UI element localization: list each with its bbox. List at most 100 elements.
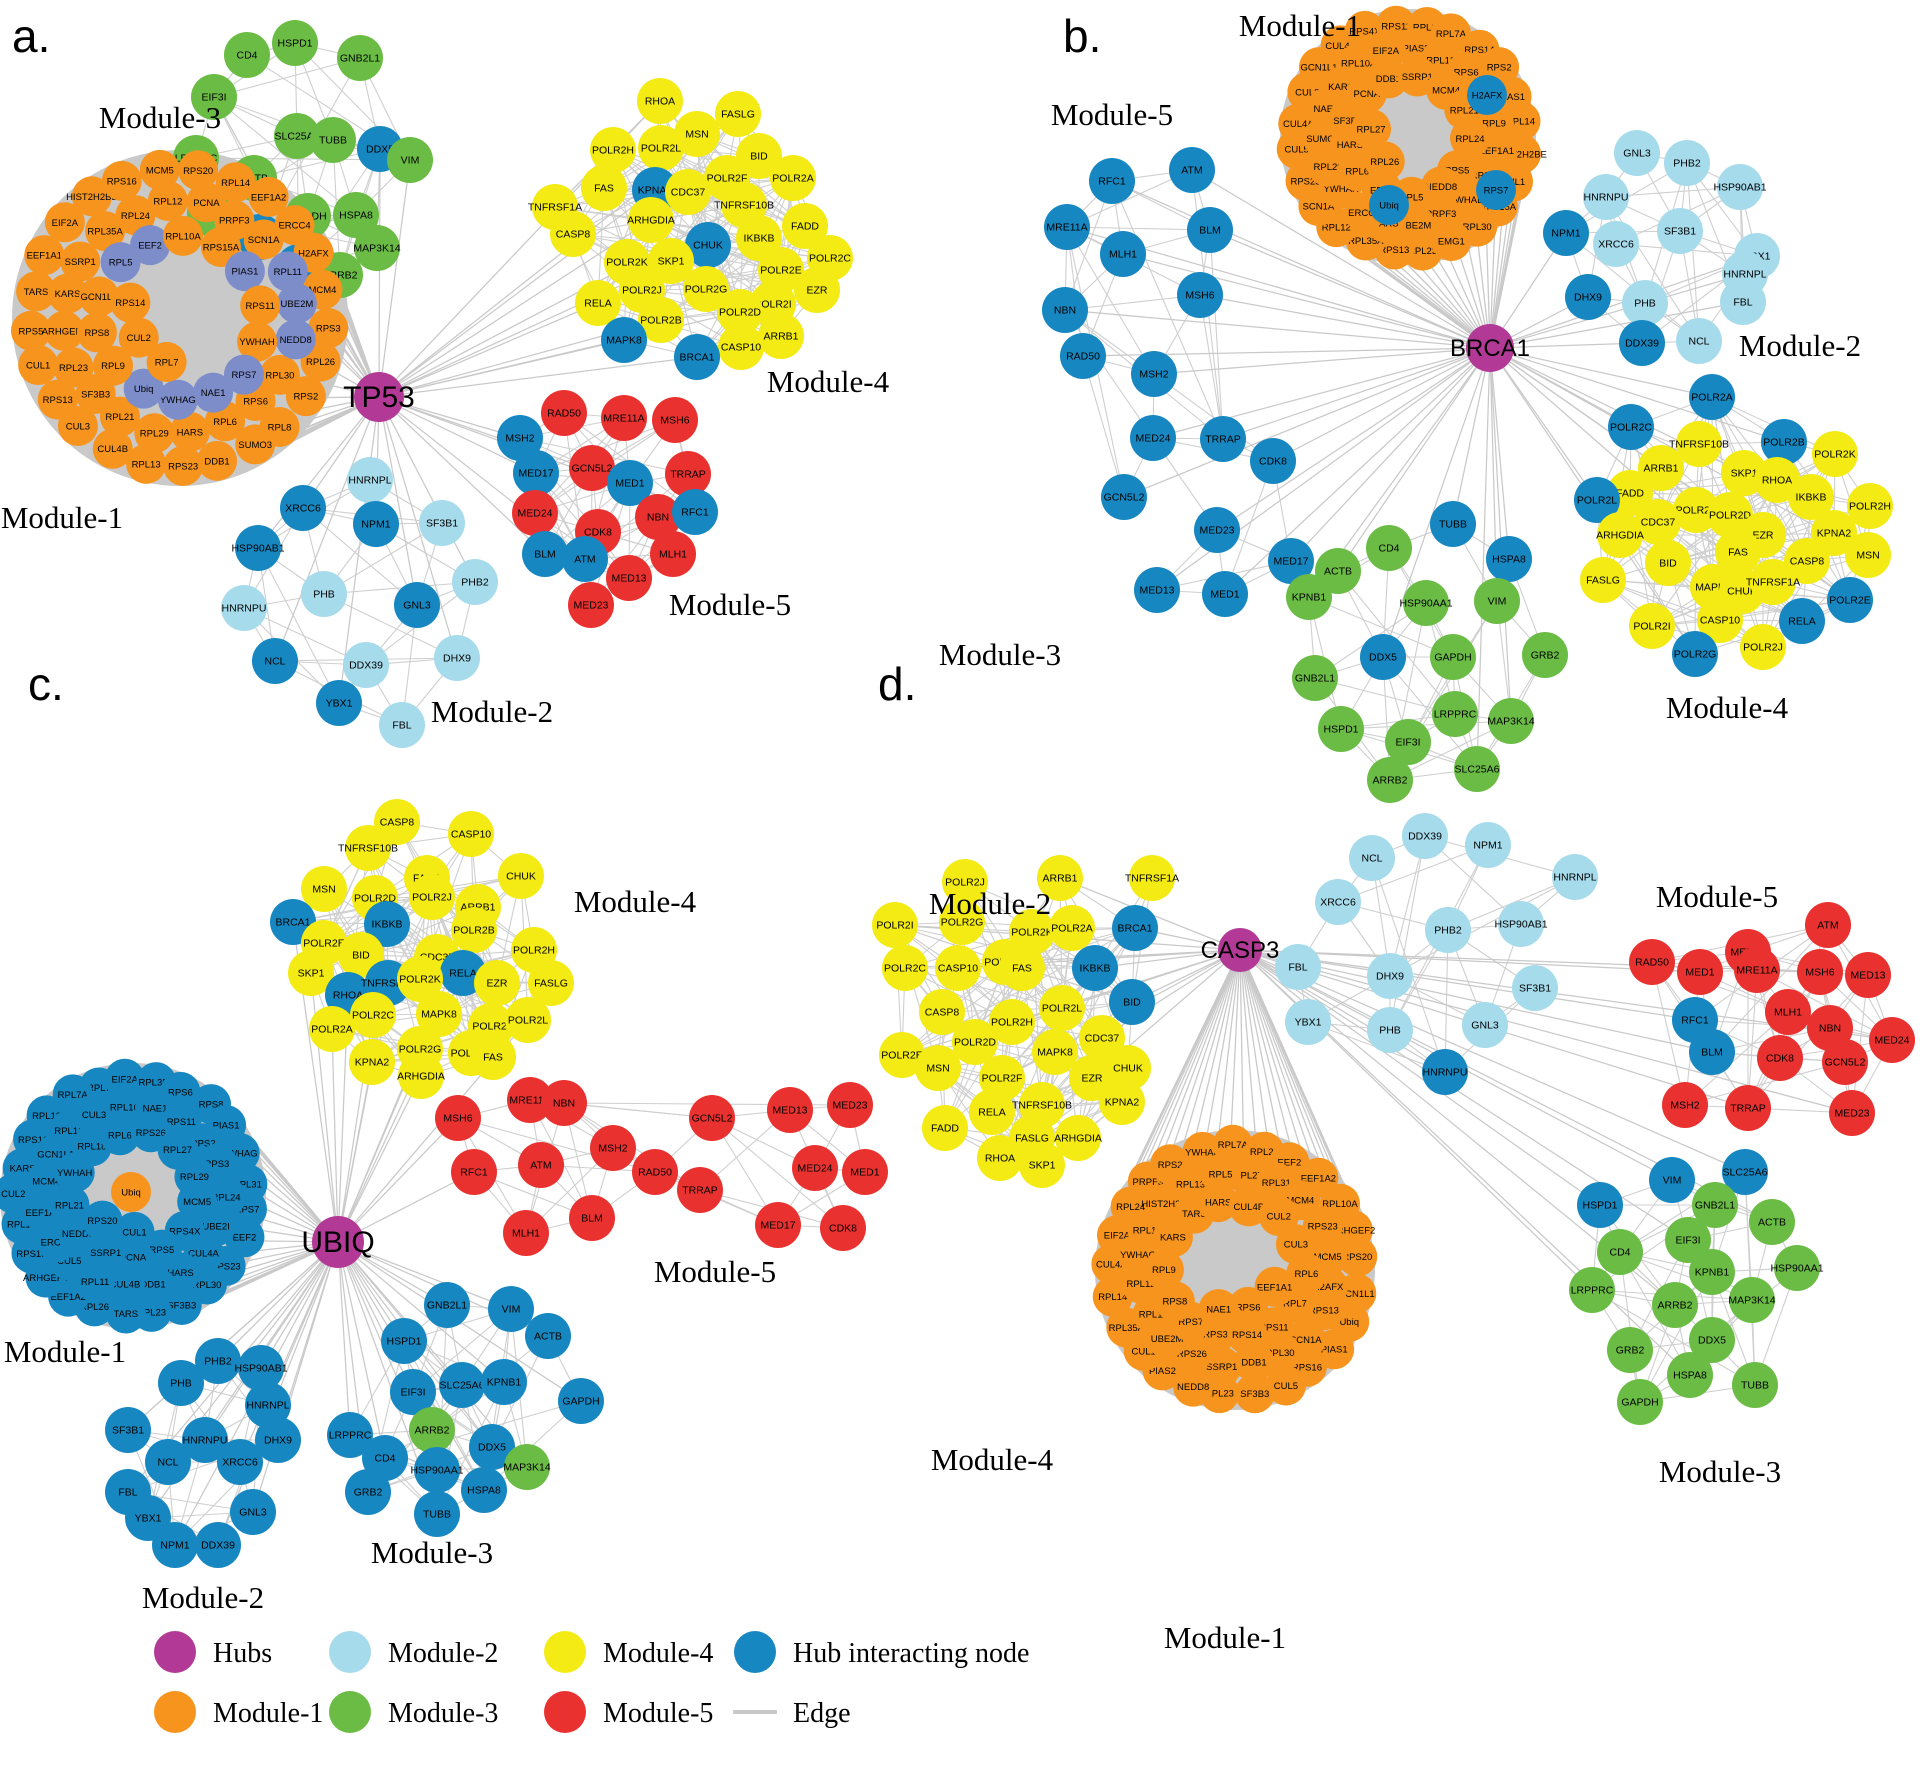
node-MAPK8[interactable]: MAPK8 <box>416 991 462 1037</box>
node-MRE11A[interactable]: MRE11A <box>601 395 647 441</box>
node-RPL35A[interactable]: RPL35A <box>85 211 126 252</box>
node-RPL5[interactable]: RPL5 <box>100 242 141 283</box>
node-TRRAP[interactable]: TRRAP <box>665 451 711 497</box>
node-CD4[interactable]: CD4 <box>362 1435 408 1481</box>
node-CASP8[interactable]: CASP8 <box>919 989 965 1035</box>
node-CDC37[interactable]: CDC37 <box>665 169 711 215</box>
node-HSPA8[interactable]: HSPA8 <box>461 1467 507 1513</box>
node-POLR2A[interactable]: POLR2A <box>1689 374 1735 420</box>
node-GNL3[interactable]: GNL3 <box>1462 1002 1508 1048</box>
node-CASP10[interactable]: CASP10 <box>1697 597 1743 643</box>
node-NCL[interactable]: NCL <box>145 1439 191 1485</box>
node-BLM[interactable]: BLM <box>1689 1029 1735 1075</box>
node-HSP90AB1[interactable]: HSP90AB1 <box>1494 901 1548 947</box>
node-NBN[interactable]: NBN <box>1042 287 1088 333</box>
node-TUBB[interactable]: TUBB <box>310 117 356 163</box>
node-RELA[interactable]: RELA <box>969 1089 1015 1135</box>
node-NCL[interactable]: NCL <box>252 638 298 684</box>
node-BRCA1[interactable]: BRCA1 <box>674 334 720 380</box>
node-FASLG[interactable]: FASLG <box>1580 557 1626 603</box>
node-RPS5[interactable]: RPS5 <box>10 310 51 351</box>
node-GAPDH[interactable]: GAPDH <box>1430 634 1476 680</box>
node-HARS[interactable]: HARS <box>1198 1182 1239 1223</box>
node-FBL[interactable]: FBL <box>1720 279 1766 325</box>
node-ARHGDIA[interactable]: ARHGDIA <box>1596 512 1644 558</box>
node-RAD50[interactable]: RAD50 <box>1629 939 1675 985</box>
node-DDX39[interactable]: DDX39 <box>1402 813 1448 859</box>
node-RPL14[interactable]: RPL14 <box>215 162 256 203</box>
node-Ubiq[interactable]: Ubiq <box>1369 185 1409 225</box>
node-FASLG[interactable]: FASLG <box>528 960 574 1006</box>
node-CUL5[interactable]: CUL5 <box>1265 1365 1306 1406</box>
node-CASP10[interactable]: CASP10 <box>718 324 764 370</box>
node-MED1[interactable]: MED1 <box>1677 949 1723 995</box>
node-RPL24[interactable]: RPL24 <box>115 195 156 236</box>
node-POLR2H[interactable]: POLR2H <box>989 999 1035 1045</box>
node-ATM[interactable]: ATM <box>1169 147 1215 193</box>
node-HSPD1[interactable]: HSPD1 <box>272 20 318 66</box>
node-NBN[interactable]: NBN <box>541 1080 587 1126</box>
node-XRCC6[interactable]: XRCC6 <box>217 1439 263 1485</box>
node-MED13[interactable]: MED13 <box>606 555 652 601</box>
node-GNB2L1[interactable]: GNB2L1 <box>337 35 383 81</box>
node-MAPK8[interactable]: MAPK8 <box>601 317 647 363</box>
node-YBX1[interactable]: YBX1 <box>316 680 362 726</box>
node-Ubiq[interactable]: Ubiq <box>123 368 164 409</box>
node-RAD50[interactable]: RAD50 <box>1060 333 1106 379</box>
node-FAS[interactable]: FAS <box>1715 529 1761 575</box>
node-KARS[interactable]: KARS <box>47 273 88 314</box>
node-POLR2H[interactable]: POLR2H <box>1847 483 1893 529</box>
node-HSPA8[interactable]: HSPA8 <box>1667 1352 1713 1398</box>
node-HSP90AA1[interactable]: HSP90AA1 <box>1399 580 1453 626</box>
node-MED24[interactable]: MED24 <box>792 1145 838 1191</box>
node-DDX39[interactable]: DDX39 <box>1619 320 1665 366</box>
node-CUL1[interactable]: CUL1 <box>18 344 59 385</box>
node-MSN[interactable]: MSN <box>301 866 347 912</box>
node-MED17[interactable]: MED17 <box>755 1202 801 1248</box>
node-MAP3K14[interactable]: MAP3K14 <box>353 225 401 271</box>
node-MED24[interactable]: MED24 <box>1869 1017 1915 1063</box>
node-EIF3I[interactable]: EIF3I <box>390 1369 436 1415</box>
node-POLR2L[interactable]: POLR2L <box>1039 985 1085 1031</box>
node-MED1[interactable]: MED1 <box>842 1149 888 1195</box>
node-HNRNPU[interactable]: HNRNPU <box>1422 1049 1468 1095</box>
node-HSPA8[interactable]: HSPA8 <box>1486 536 1532 582</box>
node-XRCC6[interactable]: XRCC6 <box>1315 879 1361 925</box>
node-SSRP1[interactable]: SSRP1 <box>60 241 101 282</box>
node-POLR2L[interactable]: POLR2L <box>638 125 684 171</box>
node-MED23[interactable]: MED23 <box>1829 1090 1875 1136</box>
node-RPL7[interactable]: RPL7 <box>146 341 187 382</box>
node-MSH2[interactable]: MSH2 <box>590 1125 636 1171</box>
node-VIM[interactable]: VIM <box>1474 578 1520 624</box>
hub-BRCA1[interactable]: BRCA1 <box>1450 324 1530 372</box>
node-POLR2D[interactable]: POLR2D <box>1707 492 1753 538</box>
node-RPL10A[interactable]: RPL10A <box>163 215 204 256</box>
node-POLR2K[interactable]: POLR2K <box>397 956 443 1002</box>
node-CD4[interactable]: CD4 <box>1597 1229 1643 1275</box>
node-SF3B1[interactable]: SF3B1 <box>419 500 465 546</box>
node-POLR2H[interactable]: POLR2H <box>590 127 636 173</box>
node-EIF3I[interactable]: EIF3I <box>191 74 237 120</box>
node-NCL[interactable]: NCL <box>1676 318 1722 364</box>
node-SLC25A6[interactable]: SLC25A6 <box>439 1362 485 1408</box>
node-EZR[interactable]: EZR <box>794 267 840 313</box>
node-DHX9[interactable]: DHX9 <box>434 635 480 681</box>
node-MRE11A[interactable]: MRE11A <box>1044 204 1090 250</box>
node-CD4[interactable]: CD4 <box>1366 525 1412 571</box>
node-DDX5[interactable]: DDX5 <box>469 1424 515 1470</box>
node-MED13[interactable]: MED13 <box>1845 952 1891 998</box>
node-MED1[interactable]: MED1 <box>1202 571 1248 617</box>
node-SUMO3[interactable]: SUMO3 <box>235 424 276 465</box>
node-FBL[interactable]: FBL <box>379 702 425 748</box>
node-CDK8[interactable]: CDK8 <box>1757 1035 1803 1081</box>
node-POLR2J[interactable]: POLR2J <box>409 874 455 920</box>
node-EEF1A1[interactable]: EEF1A1 <box>24 235 65 276</box>
node-CDC37[interactable]: CDC37 <box>1079 1015 1125 1061</box>
node-MSH6[interactable]: MSH6 <box>435 1095 481 1141</box>
node-TNFRSF1A[interactable]: TNFRSF1A <box>1125 855 1179 901</box>
node-SCN1A[interactable]: SCN1A <box>243 219 284 260</box>
node-PHB2[interactable]: PHB2 <box>452 559 498 605</box>
node-MED24[interactable]: MED24 <box>512 490 558 536</box>
node-CHUK[interactable]: CHUK <box>1105 1045 1151 1091</box>
node-GNB2L1[interactable]: GNB2L1 <box>1692 1182 1738 1228</box>
